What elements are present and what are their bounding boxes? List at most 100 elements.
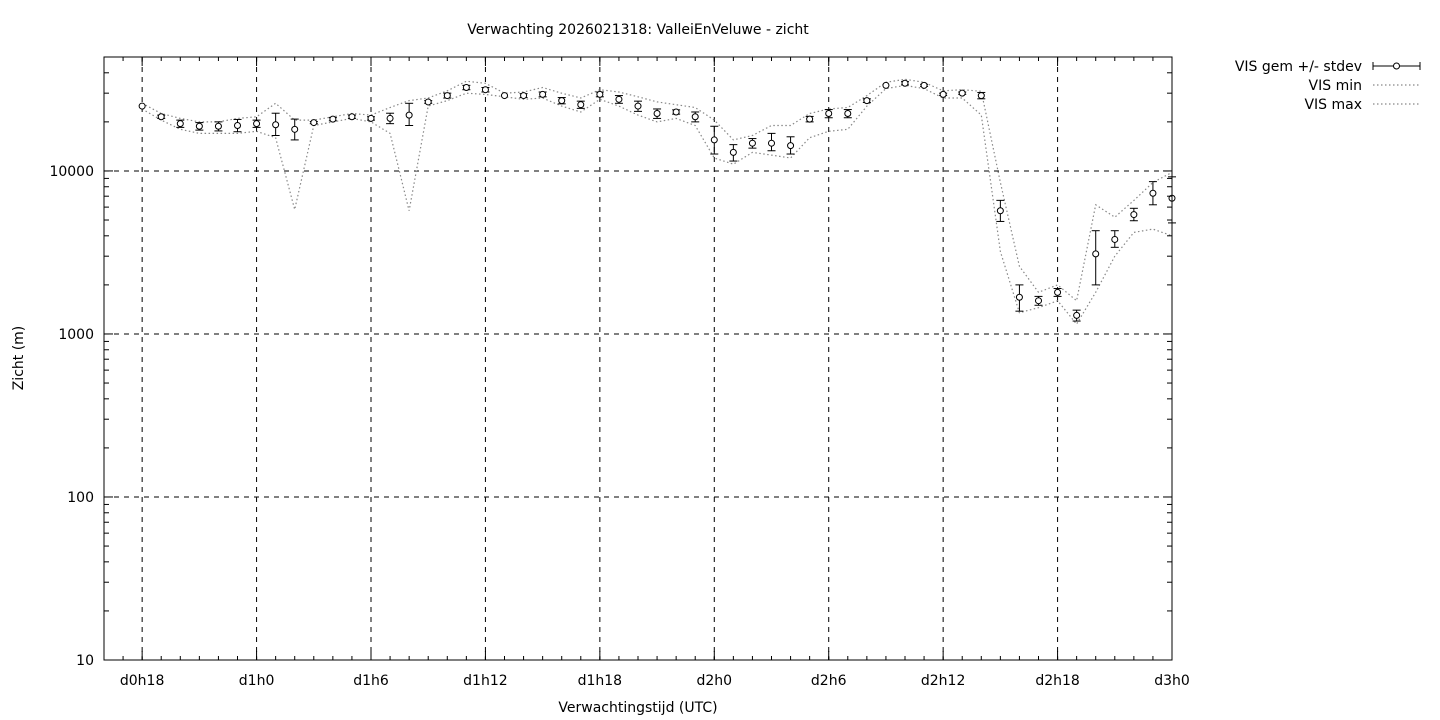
mean-point <box>958 89 966 97</box>
y-tick-label: 10 <box>76 653 94 669</box>
mean-point <box>138 102 146 110</box>
mean-point <box>1015 293 1023 301</box>
mean-point <box>1073 311 1081 319</box>
mean-point <box>234 122 241 130</box>
data-point <box>290 118 299 141</box>
mean-point <box>195 122 203 130</box>
mean-point <box>443 92 451 100</box>
data-point <box>691 111 700 123</box>
data-point <box>653 108 662 119</box>
data-point <box>634 100 642 112</box>
data-point <box>576 100 585 109</box>
legend-sample-point <box>1393 62 1400 70</box>
y-tick-label: 10000 <box>49 164 94 180</box>
plot-frame <box>103 56 1173 661</box>
data-point <box>958 89 967 97</box>
legend-label: VIS max <box>1304 97 1362 113</box>
mean-point <box>481 86 489 94</box>
data-point <box>367 114 375 122</box>
data-point <box>195 122 204 131</box>
mean-point <box>634 102 642 110</box>
mean-point <box>462 83 470 91</box>
mean-point <box>1092 250 1100 258</box>
mean-point <box>672 108 680 116</box>
data-point <box>824 109 833 119</box>
mean-point <box>424 98 432 106</box>
mean-point <box>806 115 814 123</box>
x-tick-label: d1h6 <box>353 673 389 689</box>
mean-point <box>863 97 871 105</box>
data-point <box>939 90 948 98</box>
data-point <box>614 95 623 104</box>
mean-point <box>386 114 394 122</box>
x-tick-label: d2h18 <box>1035 673 1079 689</box>
mean-point <box>710 136 718 144</box>
data-point <box>347 113 356 121</box>
data-point <box>157 113 166 121</box>
mean-point <box>272 121 280 129</box>
data-point <box>805 115 814 123</box>
mean-point <box>996 207 1004 215</box>
data-point <box>138 102 146 110</box>
chart-title: Verwachting 2026021318: ValleiEnVeluwe -… <box>467 22 809 38</box>
data-point <box>424 98 433 106</box>
x-tick-label: d2h0 <box>696 673 732 689</box>
mean-point <box>596 90 604 98</box>
legend-label: VIS gem +/- stdev <box>1235 59 1362 75</box>
plot-area <box>138 78 1176 326</box>
mean-point <box>367 114 375 122</box>
data-point <box>1148 181 1157 206</box>
data-point <box>1091 230 1100 286</box>
y-axis-label: Zicht (m) <box>11 326 27 391</box>
mean-point <box>882 81 890 89</box>
data-point <box>672 108 681 116</box>
mean-point <box>291 125 299 133</box>
mean-point <box>939 90 947 98</box>
data-point <box>996 199 1005 222</box>
y-tick-label: 100 <box>67 490 94 506</box>
mean-point <box>901 79 909 87</box>
data-point <box>405 102 414 127</box>
data-point <box>443 92 452 100</box>
data-point <box>862 97 871 105</box>
x-tick-label: d2h12 <box>921 673 965 689</box>
data-point <box>519 92 528 100</box>
mean-point <box>214 122 222 130</box>
data-point <box>481 86 490 94</box>
data-point <box>271 112 280 136</box>
data-point <box>710 125 719 155</box>
data-point <box>252 119 261 128</box>
data-point <box>1053 288 1062 297</box>
x-tick-label: d1h12 <box>463 673 507 689</box>
mean-point <box>920 81 928 89</box>
mean-point <box>577 101 585 109</box>
x-tick-label: d2h6 <box>811 673 847 689</box>
mean-point <box>310 119 318 127</box>
mean-point <box>1130 211 1138 219</box>
mean-point <box>405 111 413 119</box>
data-point <box>1129 207 1138 222</box>
data-point <box>1034 295 1043 306</box>
mean-point <box>1149 189 1157 197</box>
data-point <box>748 138 757 149</box>
data-point <box>501 92 508 100</box>
x-axis-label: Verwachtingstijd (UTC) <box>558 700 717 716</box>
data-point <box>882 81 890 89</box>
mean-point <box>348 113 356 121</box>
series-line-vis-max <box>141 78 1173 302</box>
data-point <box>214 121 223 132</box>
mean-point <box>1111 235 1119 243</box>
data-point <box>538 90 547 98</box>
grid-lines <box>104 57 1173 660</box>
mean-point <box>748 139 756 147</box>
mean-point <box>653 110 661 118</box>
data-point <box>233 118 242 133</box>
mean-point <box>501 92 508 100</box>
mean-point <box>844 110 852 118</box>
mean-point <box>176 120 184 128</box>
legend: VIS gem +/- stdev VIS min VIS max <box>1235 59 1421 113</box>
legend-label: VIS min <box>1309 78 1362 94</box>
data-point <box>1015 284 1024 312</box>
mean-point <box>691 113 699 121</box>
